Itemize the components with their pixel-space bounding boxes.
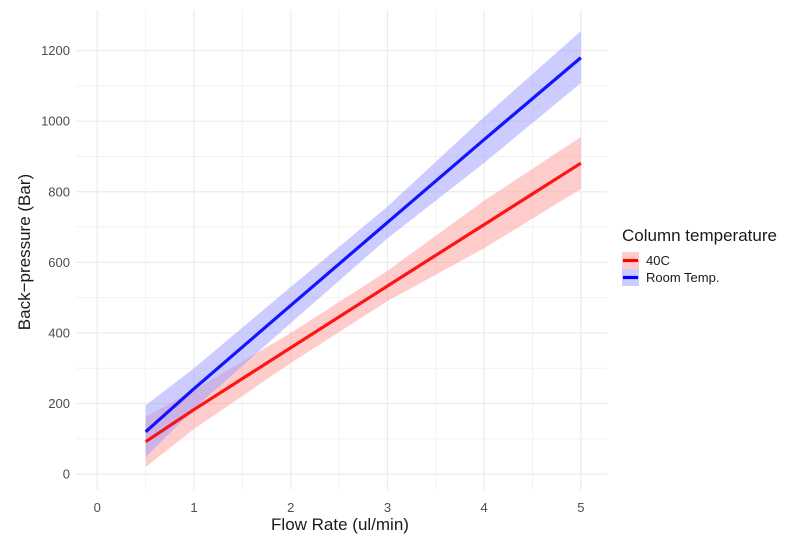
y-axis-title: Back−pressure (Bar) <box>15 174 34 330</box>
series-line <box>144 161 582 443</box>
x-tick-label: 5 <box>577 500 584 515</box>
confidence-bands <box>145 31 581 468</box>
x-tick-label: 3 <box>384 500 391 515</box>
y-tick-label: 800 <box>48 184 70 199</box>
x-tick-label: 4 <box>481 500 488 515</box>
legend-label: Room Temp. <box>646 270 719 285</box>
legend: Column temperature 40C Room Temp. <box>622 226 777 286</box>
y-tick-label: 0 <box>63 467 70 482</box>
y-tick-label: 600 <box>48 255 70 270</box>
legend-title: Column temperature <box>622 226 777 245</box>
series-lines <box>144 56 582 443</box>
x-tick-labels: 0 1 2 3 4 5 <box>94 500 585 515</box>
series-line <box>144 56 582 433</box>
y-tick-label: 1000 <box>41 114 70 129</box>
y-tick-label: 200 <box>48 396 70 411</box>
y-tick-label: 400 <box>48 325 70 340</box>
x-tick-label: 1 <box>190 500 197 515</box>
y-tick-label: 1200 <box>41 43 70 58</box>
legend-label: 40C <box>646 253 670 268</box>
x-tick-label: 2 <box>287 500 294 515</box>
y-tick-labels: 0 200 400 600 800 1000 1200 <box>41 43 70 482</box>
x-axis-title: Flow Rate (ul/min) <box>271 515 409 534</box>
legend-items: 40C Room Temp. <box>622 252 719 286</box>
x-tick-label: 0 <box>94 500 101 515</box>
